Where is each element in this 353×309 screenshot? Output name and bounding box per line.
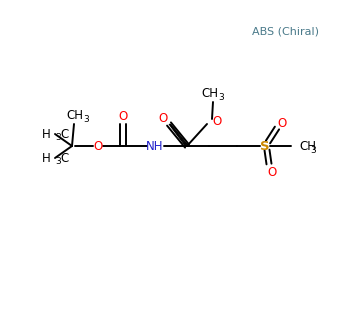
Text: O: O <box>267 166 277 179</box>
Text: CH: CH <box>299 139 316 153</box>
Text: 3: 3 <box>55 133 61 142</box>
Text: H: H <box>42 151 51 164</box>
Text: 3: 3 <box>55 156 61 166</box>
Text: S: S <box>260 139 270 153</box>
Text: 3: 3 <box>310 146 316 154</box>
Text: ABS (Chiral): ABS (Chiral) <box>251 26 318 36</box>
Text: C: C <box>60 128 68 141</box>
Text: 3: 3 <box>83 115 89 124</box>
Text: 3: 3 <box>218 92 224 101</box>
Text: O: O <box>94 139 103 153</box>
Text: O: O <box>212 115 221 128</box>
Text: C: C <box>60 151 68 164</box>
Text: CH: CH <box>66 108 84 121</box>
Text: CH: CH <box>202 87 219 99</box>
Text: NH: NH <box>146 139 164 153</box>
Text: O: O <box>158 112 168 125</box>
Text: O: O <box>277 116 287 129</box>
Text: O: O <box>118 109 128 122</box>
Text: H: H <box>42 128 51 141</box>
